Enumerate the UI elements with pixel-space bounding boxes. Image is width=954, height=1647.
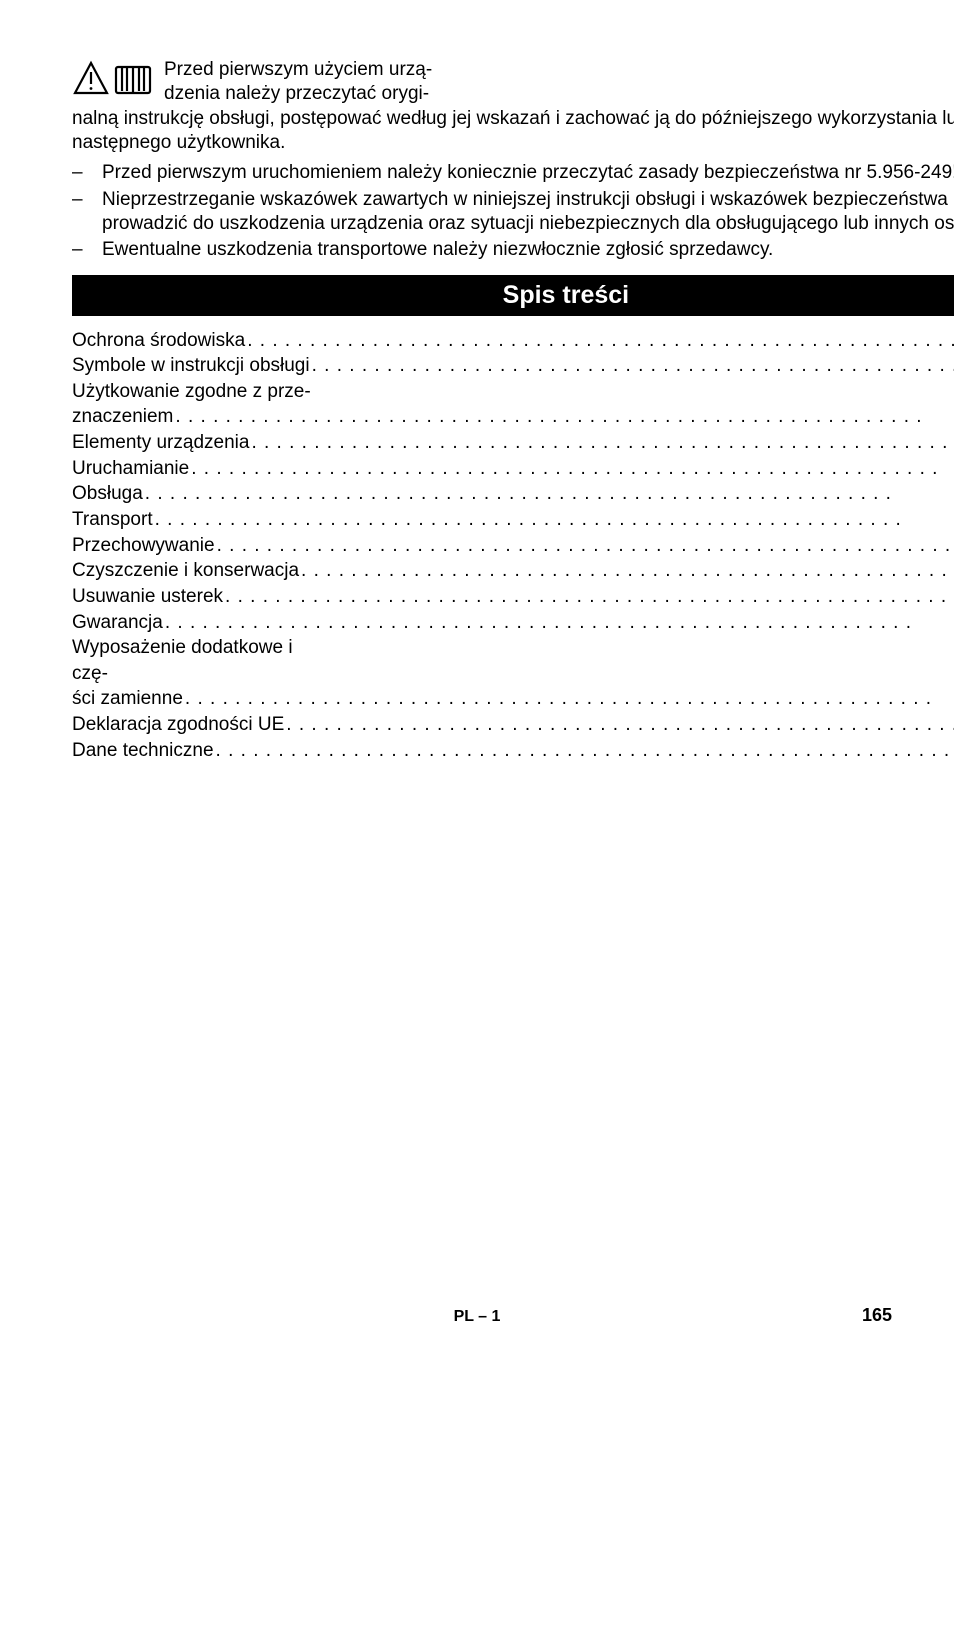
- toc-leader-dots: . . . . . . . . . . . . . . . . . . . . …: [189, 456, 954, 482]
- toc-leader-dots: . . . . . . . . . . . . . . . . . . . . …: [163, 610, 954, 636]
- toc-row: znaczeniem . . . . . . . . . . . . . . .…: [72, 404, 954, 430]
- toc-row: Użytkowanie zgodne z prze-: [72, 379, 954, 405]
- intro-line1: Przed pierwszym użyciem urzą-: [164, 59, 432, 80]
- toc-row: Wyposażenie dodatkowe i czę-: [72, 635, 954, 686]
- toc-label: Dane techniczne: [72, 738, 214, 764]
- toc-row: ści zamienne . . . . . . . . . . . . . .…: [72, 686, 954, 712]
- toc-label: Uruchamianie: [72, 456, 189, 482]
- bullet-item: –Nieprzestrzeganie wskazówek zawartych w…: [72, 188, 954, 237]
- toc-leader-dots: . . . . . . . . . . . . . . . . . . . . …: [245, 328, 954, 354]
- bullet-dash: –: [72, 188, 102, 237]
- table-of-contents: Ochrona środowiska . . . . . . . . . . .…: [72, 328, 954, 764]
- two-column-layout: Przed pierwszym użyciem urzą- dzenia nal…: [72, 58, 892, 1314]
- toc-leader-dots: . . . . . . . . . . . . . . . . . . . . …: [284, 712, 954, 738]
- toc-label: Symbole w instrukcji obsługi: [72, 353, 310, 379]
- toc-row: Deklaracja zgodności UE . . . . . . . . …: [72, 712, 954, 738]
- bullet-text: Nieprzestrzeganie wskazówek zawartych w …: [102, 188, 954, 237]
- toc-label: Gwarancja: [72, 610, 163, 636]
- intro-paragraph: Przed pierwszym użyciem urzą- dzenia nal…: [72, 58, 954, 155]
- toc-label: Transport: [72, 507, 153, 533]
- toc-row: Czyszczenie i konserwacja . . . . . . . …: [72, 558, 954, 584]
- toc-label: Czyszczenie i konserwacja: [72, 558, 299, 584]
- intro-bullet-list: –Przed pierwszym uruchomieniem należy ko…: [72, 161, 954, 264]
- bullet-item: –Ewentualne uszkodzenia transportowe nal…: [72, 238, 954, 262]
- toc-header: Spis treści: [72, 275, 954, 316]
- toc-leader-dots: . . . . . . . . . . . . . . . . . . . . …: [215, 533, 954, 559]
- toc-label: znaczeniem: [72, 404, 173, 430]
- intro-rest: nalną instrukcję obsługi, postępować wed…: [72, 108, 954, 153]
- toc-row: Ochrona środowiska . . . . . . . . . . .…: [72, 328, 954, 354]
- intro-first-lines: Przed pierwszym użyciem urzą- dzenia nal…: [72, 58, 954, 107]
- toc-row: Obsługa . . . . . . . . . . . . . . . . …: [72, 481, 954, 507]
- toc-row: Dane techniczne . . . . . . . . . . . . …: [72, 738, 954, 764]
- toc-leader-dots: . . . . . . . . . . . . . . . . . . . . …: [223, 584, 954, 610]
- intro-line2: dzenia należy przeczytać orygi-: [164, 83, 429, 104]
- toc-row: Przechowywanie . . . . . . . . . . . . .…: [72, 533, 954, 559]
- toc-leader-dots: . . . . . . . . . . . . . . . . . . . . …: [153, 507, 954, 533]
- toc-label: Deklaracja zgodności UE: [72, 712, 284, 738]
- toc-row: Elementy urządzenia . . . . . . . . . . …: [72, 430, 954, 456]
- bullet-item: –Przed pierwszym uruchomieniem należy ko…: [72, 161, 954, 185]
- toc-leader-dots: . . . . . . . . . . . . . . . . . . . . …: [214, 738, 954, 764]
- toc-row: Usuwanie usterek . . . . . . . . . . . .…: [72, 584, 954, 610]
- toc-label: Elementy urządzenia: [72, 430, 249, 456]
- toc-leader-dots: . . . . . . . . . . . . . . . . . . . . …: [249, 430, 954, 456]
- bullet-dash: –: [72, 238, 102, 262]
- bullet-text: Ewentualne uszkodzenia transportowe nale…: [102, 238, 954, 262]
- toc-leader-dots: . . . . . . . . . . . . . . . . . . . . …: [143, 481, 954, 507]
- toc-row: Gwarancja . . . . . . . . . . . . . . . …: [72, 610, 954, 636]
- toc-label: ści zamienne: [72, 686, 183, 712]
- toc-label: Ochrona środowiska: [72, 328, 245, 354]
- footer-page-number: 165: [862, 1305, 892, 1326]
- toc-label: Wyposażenie dodatkowe i czę-: [72, 635, 330, 686]
- toc-leader-dots: . . . . . . . . . . . . . . . . . . . . …: [310, 353, 954, 379]
- bullet-dash: –: [72, 161, 102, 185]
- toc-label: Przechowywanie: [72, 533, 215, 559]
- toc-row: Transport . . . . . . . . . . . . . . . …: [72, 507, 954, 533]
- page: Przed pierwszym użyciem urzą- dzenia nal…: [0, 0, 954, 1354]
- toc-leader-dots: . . . . . . . . . . . . . . . . . . . . …: [183, 686, 954, 712]
- bullet-text: Przed pierwszym uruchomieniem należy kon…: [102, 161, 954, 185]
- toc-label: Usuwanie usterek: [72, 584, 223, 610]
- footer-center: PL – 1: [0, 1308, 954, 1326]
- warning-book-icon: [72, 60, 156, 105]
- toc-row: Symbole w instrukcji obsługi . . . . . .…: [72, 353, 954, 379]
- toc-row: Uruchamianie . . . . . . . . . . . . . .…: [72, 456, 954, 482]
- toc-leader-dots: . . . . . . . . . . . . . . . . . . . . …: [173, 404, 954, 430]
- toc-leader-dots: . . . . . . . . . . . . . . . . . . . . …: [299, 558, 954, 584]
- toc-label: Obsługa: [72, 481, 143, 507]
- left-column: Przed pierwszym użyciem urzą- dzenia nal…: [72, 58, 954, 1314]
- toc-label: Użytkowanie zgodne z prze-: [72, 379, 311, 405]
